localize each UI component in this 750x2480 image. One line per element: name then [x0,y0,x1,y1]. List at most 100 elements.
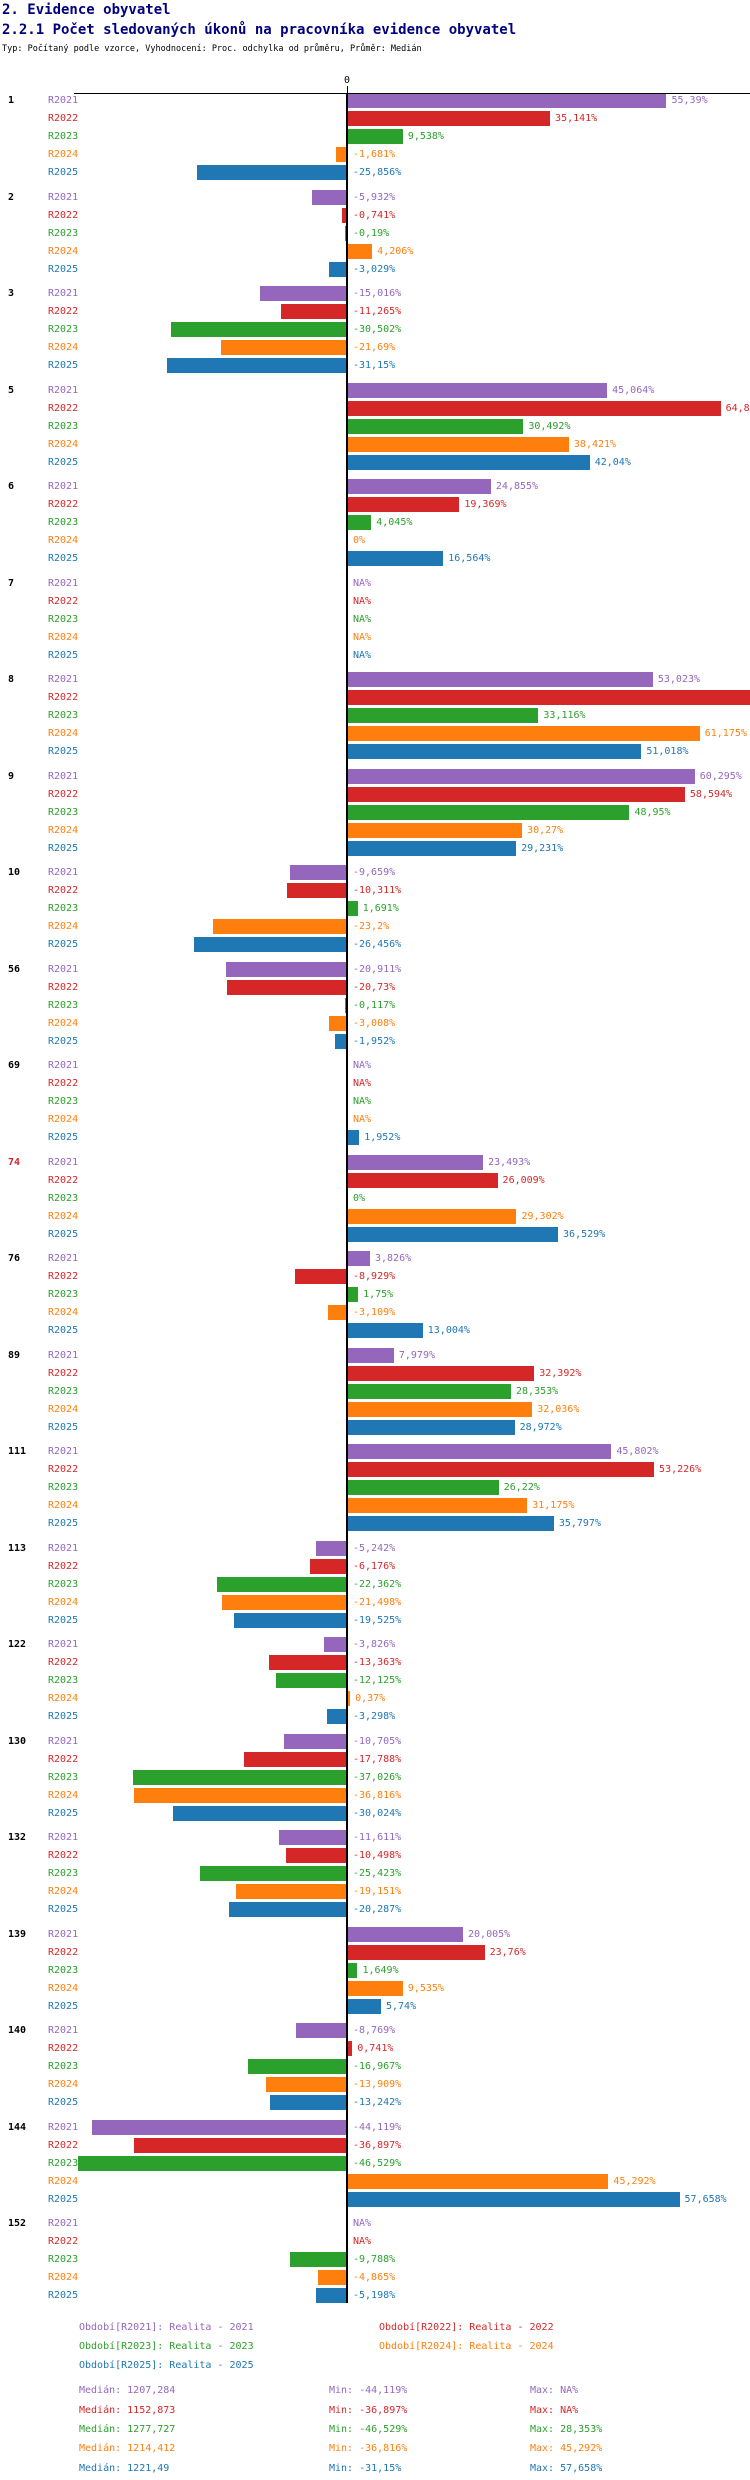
year-label: R2022 [48,788,79,800]
year-label: R2022 [48,595,79,607]
value-label: 1,75% [363,1289,394,1300]
year-label: R2025 [48,2000,79,2012]
year-label: R2023 [48,999,79,1011]
bar [134,1787,346,1803]
year-label: R2024 [48,1307,79,1318]
year-label: R2022 [48,1946,79,1958]
bar [225,961,346,977]
value-label: 58,594% [689,788,733,800]
value-label: -10,705% [353,1735,402,1747]
year-label: R2025 [48,2290,79,2301]
bar [222,1594,346,1610]
group-label: 130 [8,1735,27,1747]
value-label: -4,865% [353,2272,396,2283]
year-label: R2023 [48,2254,79,2265]
group-label: 7 [8,577,15,589]
value-label: 16,564% [448,553,491,564]
year-label: R2024 [48,1403,79,1415]
year-label: R2022 [48,1850,79,1861]
year-label: R2021 [48,770,79,782]
year-label: R2024 [48,438,79,450]
bar [327,1709,346,1724]
group-label: 10 [8,867,21,878]
year-label: R2024 [48,1693,79,1704]
value-label: -20,73% [353,981,396,993]
value-label: 3,826% [374,1253,412,1264]
bar [276,1673,346,1688]
year-label: R2025 [48,1228,79,1240]
value-label: -11,611% [353,1832,402,1843]
value-label: -13,909% [353,2079,402,2090]
year-label: R2022 [48,1560,79,1572]
bar [348,786,685,802]
bar [348,1980,403,1996]
value-label: 9,538% [407,131,444,142]
bar [348,2191,680,2207]
bar [348,551,444,566]
year-label: R2022 [48,1657,79,1668]
value-label: 4,206% [377,245,414,257]
value-label: 5,74% [386,2000,417,2012]
median-r2024: Medián: 1214,412 [79,2443,176,2454]
value-label: 48,95% [634,806,671,818]
bar [286,883,346,898]
year-label: R2025 [48,1614,79,1626]
year-label: R2022 [48,1367,79,1379]
year-label: R2023 [48,1385,79,1397]
group-label: 1 [8,95,15,106]
year-label: R2021 [48,288,79,299]
value-label: 1,691% [362,903,399,914]
zero-axis-label: 0 [344,75,351,86]
year-label: R2022 [48,1271,79,1282]
value-label: 4,045% [376,517,413,528]
value-label: 19,369% [464,499,507,510]
year-label: R2022 [48,885,79,896]
value-label: -44,119% [353,2121,402,2133]
year-label: R2023 [48,324,79,335]
value-label: 0,37% [355,1693,386,1704]
value-label: -10,311% [353,885,402,896]
bar [348,1444,612,1459]
year-label: R2023 [48,517,79,528]
year-label: R2025 [48,553,79,564]
year-label: R2023 [48,613,79,625]
bar [348,840,517,856]
year-label: R2021 [48,963,79,975]
group-label: 74 [8,1156,21,1168]
year-label: R2025 [48,263,79,275]
year-label: R2025 [48,360,79,371]
value-label: 32,392% [539,1367,582,1379]
year-label: R2022 [48,692,79,703]
group-label: 5 [8,384,15,396]
value-label: 45,292% [613,2175,656,2187]
year-label: R2023 [48,2061,79,2072]
bar [166,358,346,373]
bar [348,2173,609,2189]
value-label: 30,27% [527,824,564,836]
bar [348,1383,512,1399]
bar [348,1998,381,2014]
year-label: R2021 [48,481,79,492]
chart-title: 2.2.1 Počet sledovaných úkonů na pracovn… [2,22,517,38]
bar [221,340,346,355]
legend-item-r2022: Období[R2022]: Realita - 2022 [379,2322,554,2333]
bar [348,1480,499,1495]
value-label: -3,029% [353,263,396,275]
value-label: 13,004% [427,1325,470,1336]
legend-item-r2024: Období[R2024]: Realita - 2024 [379,2341,554,2352]
bar [78,2155,346,2171]
year-label: R2022 [48,113,79,124]
value-label: 60,295% [699,770,742,782]
bar [348,1154,484,1170]
group-label: 2 [8,191,15,203]
year-label: R2025 [48,939,79,950]
value-label: 45,064% [612,384,655,396]
median-r2021: Medián: 1207,284 [79,2385,176,2396]
bar [133,1769,346,1785]
bar [344,225,346,241]
value-label: 26,009% [502,1174,545,1186]
bar [348,1130,360,1145]
median-r2022: Medián: 1152,873 [79,2405,176,2416]
year-label: R2025 [48,842,79,854]
bar [324,1637,346,1652]
